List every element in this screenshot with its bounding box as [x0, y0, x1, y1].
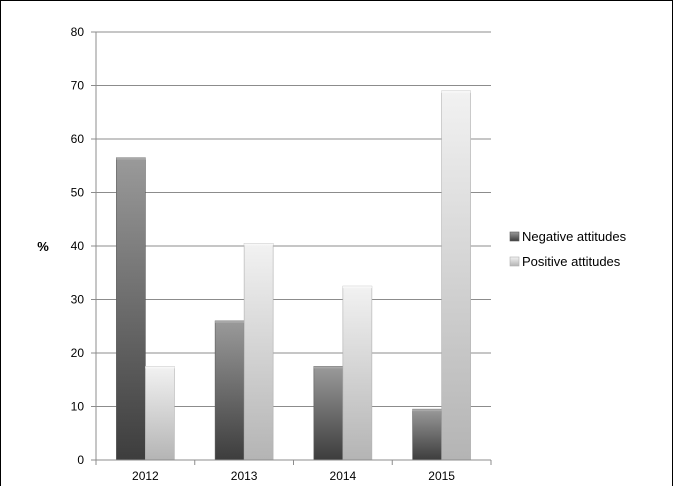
legend-swatch: [509, 256, 520, 267]
y-axis-label: %: [37, 239, 49, 254]
bar-positive: [145, 366, 175, 461]
x-tick-label: 2012: [132, 469, 159, 483]
y-tick-label: 80: [71, 25, 85, 39]
y-tick-label: 50: [71, 186, 85, 200]
bar-negative-cap: [412, 409, 442, 412]
bar-positive: [441, 90, 471, 461]
bar-positive-cap: [342, 286, 372, 289]
y-tick-label: 70: [71, 79, 85, 93]
x-tick-label: 2014: [330, 469, 357, 483]
gridlines: [96, 31, 491, 407]
bars: [116, 90, 471, 461]
legend-swatch: [509, 231, 520, 242]
axes: 0 10 20 30 40 50 60 70 80 2012 2013 2014 2015: [71, 25, 492, 483]
x-tick-label: 2015: [428, 469, 455, 483]
bar-negative: [412, 408, 442, 461]
y-tick-label: 60: [71, 132, 85, 146]
legend-entry: Positive attitudes: [522, 254, 621, 269]
bar-negative: [214, 320, 245, 461]
bar-negative: [116, 157, 146, 461]
legend-entry: Negative attitudes: [522, 229, 627, 244]
legend: Negative attitudes Positive attitudes: [509, 229, 627, 269]
y-tick-label: 0: [77, 453, 84, 467]
y-tick-label: 20: [71, 346, 85, 360]
bar-positive: [243, 243, 274, 461]
y-tick-label: 40: [71, 239, 85, 253]
bar-negative-cap: [116, 157, 146, 160]
bar-positive-cap: [441, 90, 471, 93]
y-tick-label: 30: [71, 293, 85, 307]
x-tick-label: 2013: [231, 469, 258, 483]
bar-negative-cap: [313, 366, 343, 369]
bar-negative-cap: [215, 320, 245, 323]
bar-positive-cap: [244, 243, 274, 246]
y-tick-label: 10: [71, 400, 85, 414]
bar-negative: [313, 366, 344, 461]
bar-positive-cap: [145, 366, 175, 369]
bar-positive: [342, 285, 373, 461]
